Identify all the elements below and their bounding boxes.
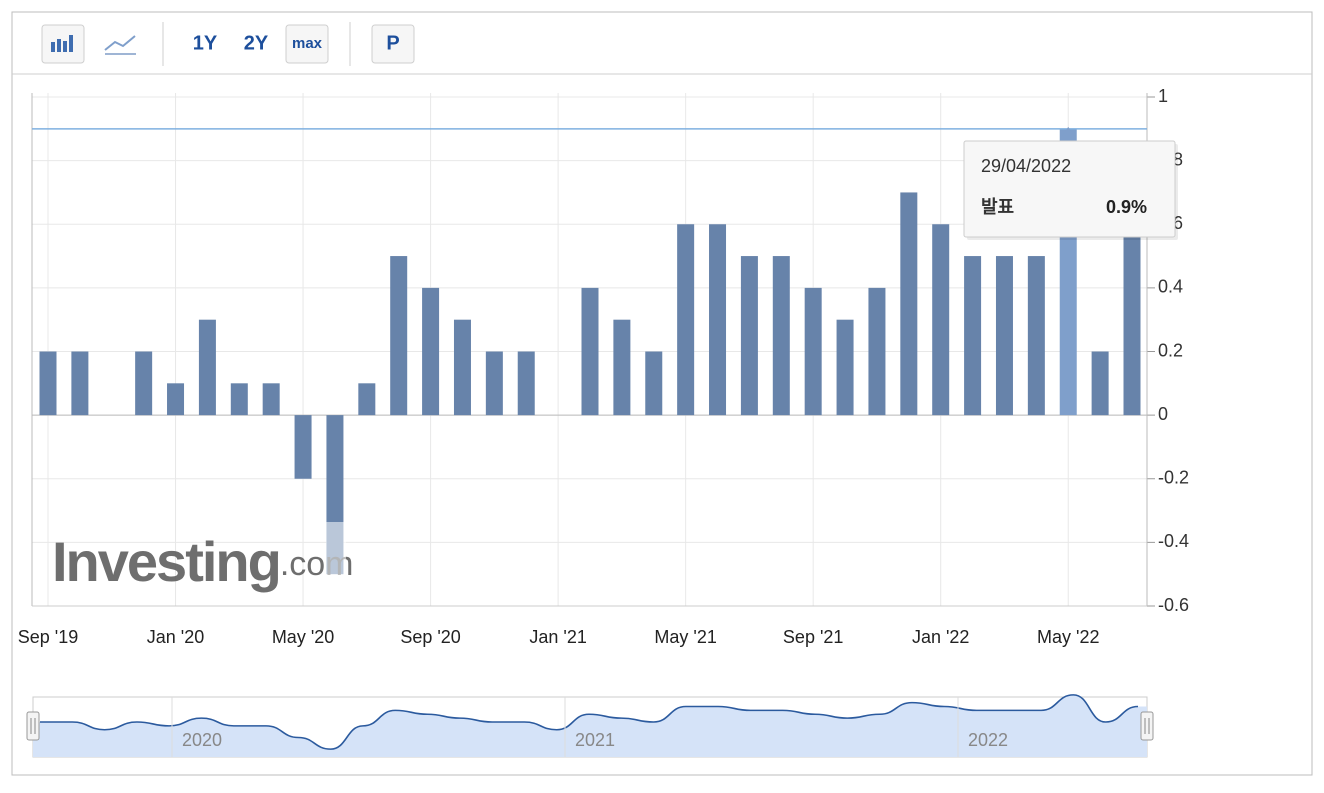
navigator-handle[interactable] xyxy=(26,711,40,741)
bar xyxy=(1027,256,1045,416)
bar xyxy=(836,319,854,416)
bar xyxy=(677,224,695,416)
tooltip-value: 0.9% xyxy=(1106,197,1147,217)
bar xyxy=(198,319,216,416)
watermark-fade xyxy=(326,522,346,576)
bar xyxy=(71,351,89,416)
bar xyxy=(453,319,471,416)
bar xyxy=(422,287,440,416)
y-tick-label: 1 xyxy=(1158,86,1168,106)
range-button[interactable]: 2Y xyxy=(244,32,269,54)
bar xyxy=(39,351,57,416)
navigator-year: 2020 xyxy=(182,730,222,750)
tooltip xyxy=(963,140,1176,238)
y-tick-label: -0.6 xyxy=(1158,595,1189,615)
p-button[interactable]: P xyxy=(386,32,399,54)
y-tick-label: 0.4 xyxy=(1158,277,1183,297)
bar xyxy=(517,351,535,416)
bar xyxy=(995,256,1013,416)
toolbar: 1Y 2Y max P xyxy=(41,22,415,66)
bar xyxy=(1123,224,1141,416)
p-button-box[interactable] xyxy=(371,24,415,64)
bar xyxy=(485,351,503,416)
bar xyxy=(709,224,727,416)
bar xyxy=(358,383,376,416)
navigator-year: 2022 xyxy=(968,730,1008,750)
bar xyxy=(167,383,185,416)
y-tick-label: -0.4 xyxy=(1158,531,1189,551)
bar xyxy=(900,192,918,416)
bar xyxy=(804,287,822,416)
x-tick-label: May '21 xyxy=(654,627,716,647)
max-button-box[interactable] xyxy=(285,24,329,64)
bar xyxy=(262,383,280,416)
navigator-line xyxy=(40,694,1139,750)
tooltip-pointer xyxy=(1062,126,1075,136)
navigator-year: 2021 xyxy=(575,730,615,750)
bar xyxy=(932,224,950,416)
tooltip-date: 29/04/2022 xyxy=(981,156,1071,176)
bar xyxy=(772,256,790,416)
x-tick-label: Jan '20 xyxy=(147,627,204,647)
bar xyxy=(294,415,312,479)
x-tick-label: Sep '20 xyxy=(400,627,461,647)
line-chart-button[interactable] xyxy=(104,35,136,51)
bar xyxy=(645,351,663,416)
range-button[interactable]: max xyxy=(292,35,323,52)
x-tick-label: Sep '21 xyxy=(783,627,844,647)
tooltip-name: 발표 xyxy=(981,197,1014,217)
x-tick-label: Jan '22 xyxy=(912,627,969,647)
navigator-handle[interactable] xyxy=(1140,711,1154,741)
y-tick-label: 0.2 xyxy=(1158,340,1183,360)
y-tick-label: 0 xyxy=(1158,404,1168,424)
x-tick-label: May '20 xyxy=(272,627,334,647)
bar xyxy=(868,287,886,416)
bar xyxy=(1091,351,1109,416)
bar-icon xyxy=(51,35,73,52)
bar xyxy=(581,287,599,416)
y-tick-label: -0.2 xyxy=(1158,468,1189,488)
bar xyxy=(964,256,982,416)
bar xyxy=(613,319,631,416)
x-tick-label: Jan '21 xyxy=(529,627,586,647)
x-tick-label: Sep '19 xyxy=(18,627,79,647)
bar xyxy=(135,351,153,416)
bar xyxy=(740,256,758,416)
bar xyxy=(390,256,408,416)
bar xyxy=(230,383,248,416)
x-tick-label: May '22 xyxy=(1037,627,1099,647)
range-button[interactable]: 1Y xyxy=(193,32,218,54)
watermark-brand: Investing xyxy=(52,530,280,593)
